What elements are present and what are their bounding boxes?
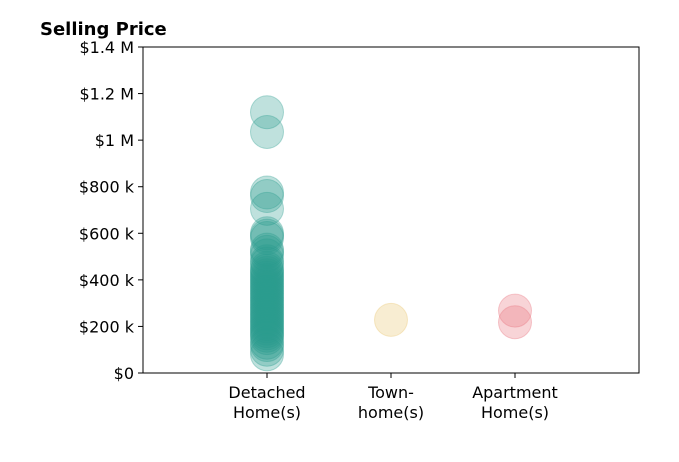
data-point: [250, 337, 284, 372]
data-point: [250, 253, 284, 288]
chart-title: Selling Price: [40, 19, 167, 40]
data-point: [250, 325, 284, 360]
x-tick-label: Town-: [367, 383, 414, 402]
x-tick-label: Home(s): [233, 403, 301, 422]
x-tick-label: Apartment: [472, 383, 558, 402]
data-point: [250, 300, 284, 335]
y-tick-label: $1.2 M: [79, 85, 134, 104]
data-point: [250, 265, 284, 300]
data-point: [250, 232, 284, 267]
data-point: [250, 175, 284, 210]
data-point: [250, 269, 284, 304]
data-point: [250, 279, 284, 314]
data-point: [250, 328, 284, 363]
data-point: [250, 272, 284, 307]
data-point: [250, 251, 284, 286]
data-point: [250, 283, 284, 318]
data-point: [250, 281, 284, 316]
y-tick-label: $1 M: [95, 131, 134, 150]
data-point: [250, 274, 284, 309]
data-point: [250, 318, 284, 353]
data-point: [250, 286, 284, 321]
data-point: [250, 302, 284, 337]
data-point: [498, 293, 532, 328]
data-point: [250, 276, 284, 311]
x-tick-label: home(s): [358, 403, 424, 422]
y-tick-label: $1.4 M: [79, 38, 134, 57]
y-tick-label: $200 k: [79, 317, 135, 336]
x-tick-label: Detached: [228, 383, 305, 402]
data-point: [250, 288, 284, 323]
data-point: [250, 95, 284, 130]
plot-frame: [142, 46, 640, 374]
data-point: [250, 307, 284, 342]
data-point: [250, 258, 284, 293]
data-point: [250, 191, 284, 226]
data-point: [250, 244, 284, 279]
data-point: [250, 290, 284, 325]
data-point: [250, 255, 284, 290]
data-point: [250, 179, 284, 214]
data-point: [250, 234, 284, 269]
data-point: [250, 216, 284, 251]
x-axis: DetachedHome(s)Town-home(s)ApartmentHome…: [228, 373, 558, 422]
y-tick-label: $0: [114, 364, 134, 383]
data-point: [250, 332, 284, 367]
data-point: [250, 297, 284, 332]
data-point: [250, 314, 284, 349]
y-tick-label: $600 k: [79, 224, 135, 243]
x-tick-label: Home(s): [481, 403, 549, 422]
data-point: [250, 316, 284, 351]
data-point: [250, 321, 284, 356]
data-point: [250, 309, 284, 344]
y-tick-label: $800 k: [79, 178, 135, 197]
data-point: [250, 293, 284, 328]
data-point: [250, 311, 284, 346]
data-point: [498, 305, 532, 340]
data-point: [250, 246, 284, 281]
y-axis: $0 $200 k $400 k $600 k $800 k $1 M $1.2 M $1.4…: [79, 38, 143, 383]
data-point: [250, 260, 284, 295]
data-point: [250, 238, 284, 273]
data-point: [250, 220, 284, 255]
data-point: [250, 114, 284, 149]
data-point: [374, 302, 408, 337]
data-point: [250, 295, 284, 330]
data-point: [250, 262, 284, 297]
data-point: [250, 267, 284, 302]
plot-points: [250, 95, 532, 372]
y-tick-label: $400 k: [79, 271, 135, 290]
data-point: [250, 218, 284, 253]
data-point: [250, 304, 284, 339]
